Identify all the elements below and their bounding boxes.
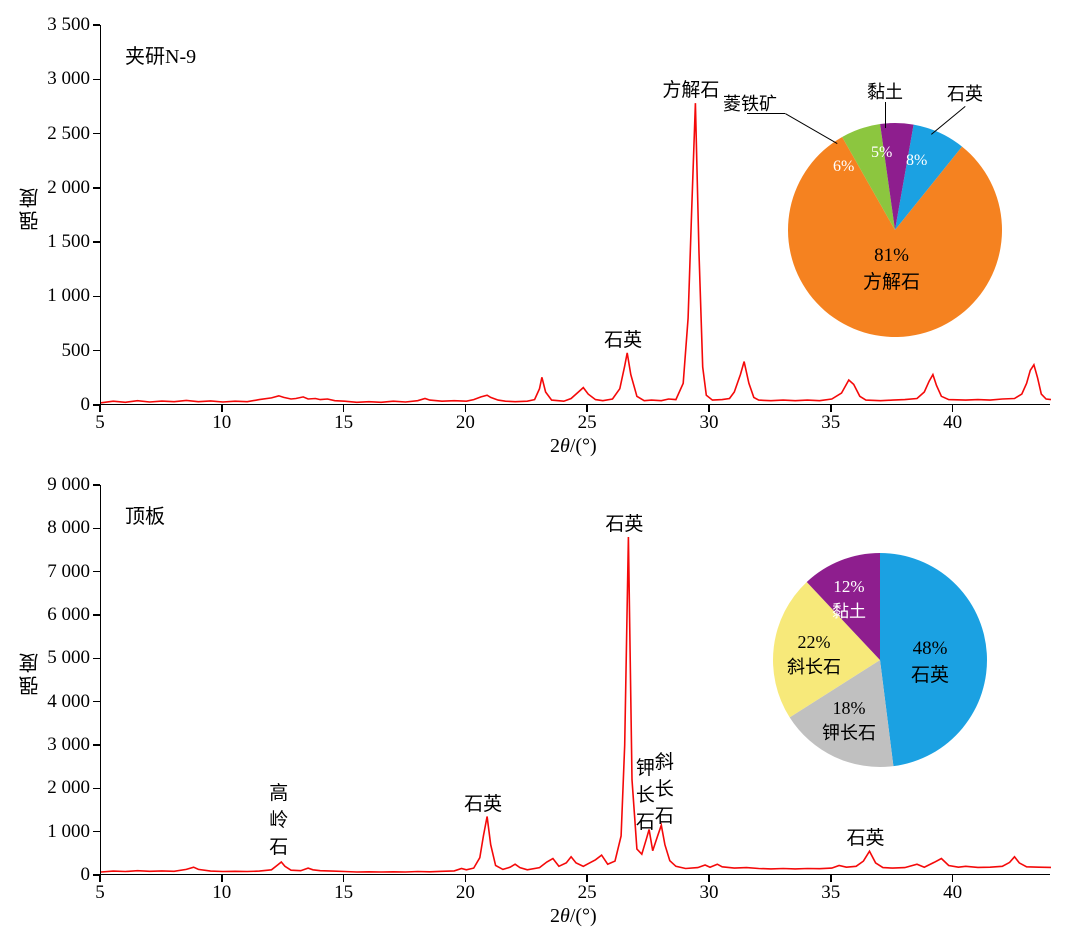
pie-pct-siderite: 6% [833,158,854,176]
y-tick [93,241,100,243]
pie-label-quartz-b: 48%石英 [911,638,949,687]
pie-label-clay: 黏土 [867,78,903,104]
y-tick [93,296,100,298]
y-tick [93,528,100,530]
pie-pct-quartz: 8% [906,152,927,170]
pie-label-calcite: 81%方解石 [863,245,920,294]
x-tick [221,875,223,882]
x-tick [586,875,588,882]
y-tick [93,744,100,746]
x-tick [586,405,588,412]
x-axis-label-bottom: 2θ/(°) [550,905,597,928]
x-tick-label: 15 [324,412,364,434]
x-tick-label: 20 [445,412,485,434]
y-tick [93,133,100,135]
y-tick-label: 1 000 [30,821,90,843]
xrd-panel-top: 强度 2θ/(°) 夹研N-9 05001 0001 5002 0002 500… [20,10,1060,460]
x-tick-label: 30 [689,882,729,904]
peak-label-quartz: 石英 [604,325,642,352]
y-tick-label: 6 000 [30,604,90,626]
y-tick [93,24,100,26]
x-tick-label: 5 [80,882,120,904]
x-tick-label: 25 [567,412,607,434]
x-tick-label: 20 [445,882,485,904]
x-tick-label: 25 [567,882,607,904]
x-tick-label: 10 [202,882,242,904]
sample-label-bottom: 顶板 [125,500,165,529]
pie-leader [885,102,886,128]
x-tick [830,405,832,412]
peak-label-quartz-2: 石英 [605,509,643,536]
x-tick-label: 15 [324,882,364,904]
y-tick [93,187,100,189]
x-tick-label: 30 [689,412,729,434]
x-tick [952,405,954,412]
y-tick-label: 8 000 [30,517,90,539]
y-tick-label: 9 000 [30,474,90,496]
y-tick [93,831,100,833]
y-tick [93,658,100,660]
y-tick-label: 7 000 [30,561,90,583]
pie-label-plagioclase-b: 22%斜长石 [787,632,841,679]
peak-label-kaolinite: 高岭石 [269,778,288,859]
y-tick-label: 3 500 [30,14,90,36]
y-tick [93,350,100,352]
y-tick [93,571,100,573]
x-tick-label: 10 [202,412,242,434]
peak-label-calcite: 方解石 [662,75,719,102]
y-tick-label: 3 000 [30,734,90,756]
pie-label-siderite: 菱铁矿 [723,90,777,116]
sample-label-top: 夹研N-9 [125,40,196,69]
x-tick [465,405,467,412]
pie-label-quartz: 石英 [947,80,983,106]
y-tick [93,701,100,703]
y-tick-label: 4 000 [30,691,90,713]
x-tick [830,875,832,882]
y-tick-label: 2 500 [30,123,90,145]
x-tick [221,405,223,412]
peak-label-quartz-1: 石英 [464,789,502,816]
pie-label-clay-b: 12%黏土 [832,577,866,622]
y-tick-label: 3 000 [30,68,90,90]
x-tick-label: 35 [811,882,851,904]
peak-label-plagioclase: 斜长石 [655,747,674,828]
y-tick [93,614,100,616]
x-tick-label: 40 [933,412,973,434]
y-tick-label: 2 000 [30,777,90,799]
peak-label-quartz-3: 石英 [847,823,885,850]
x-axis-label-top: 2θ/(°) [550,435,597,458]
x-tick [99,875,101,882]
x-tick [952,875,954,882]
x-tick [343,875,345,882]
x-tick [708,875,710,882]
x-tick [465,875,467,882]
y-tick [93,484,100,486]
peak-label-kfeldspar: 钾长石 [636,753,655,834]
y-tick [93,79,100,81]
x-tick-label: 40 [933,882,973,904]
pie-label-kfeldspar-b: 18%钾长石 [822,698,876,745]
x-tick-label: 35 [811,412,851,434]
y-tick-label: 500 [30,340,90,362]
y-tick-label: 1 500 [30,231,90,253]
x-tick [99,405,101,412]
x-tick-label: 5 [80,412,120,434]
y-tick-label: 5 000 [30,647,90,669]
y-tick [93,788,100,790]
y-tick-label: 2 000 [30,177,90,199]
xrd-panel-bottom: 强度 2θ/(°) 顶板 01 0002 0003 0004 0005 0006… [20,470,1060,930]
pie-chart-top [786,121,1004,339]
x-tick [343,405,345,412]
y-tick-label: 1 000 [30,285,90,307]
pie-pct-clay: 5% [871,144,892,162]
x-tick [708,405,710,412]
